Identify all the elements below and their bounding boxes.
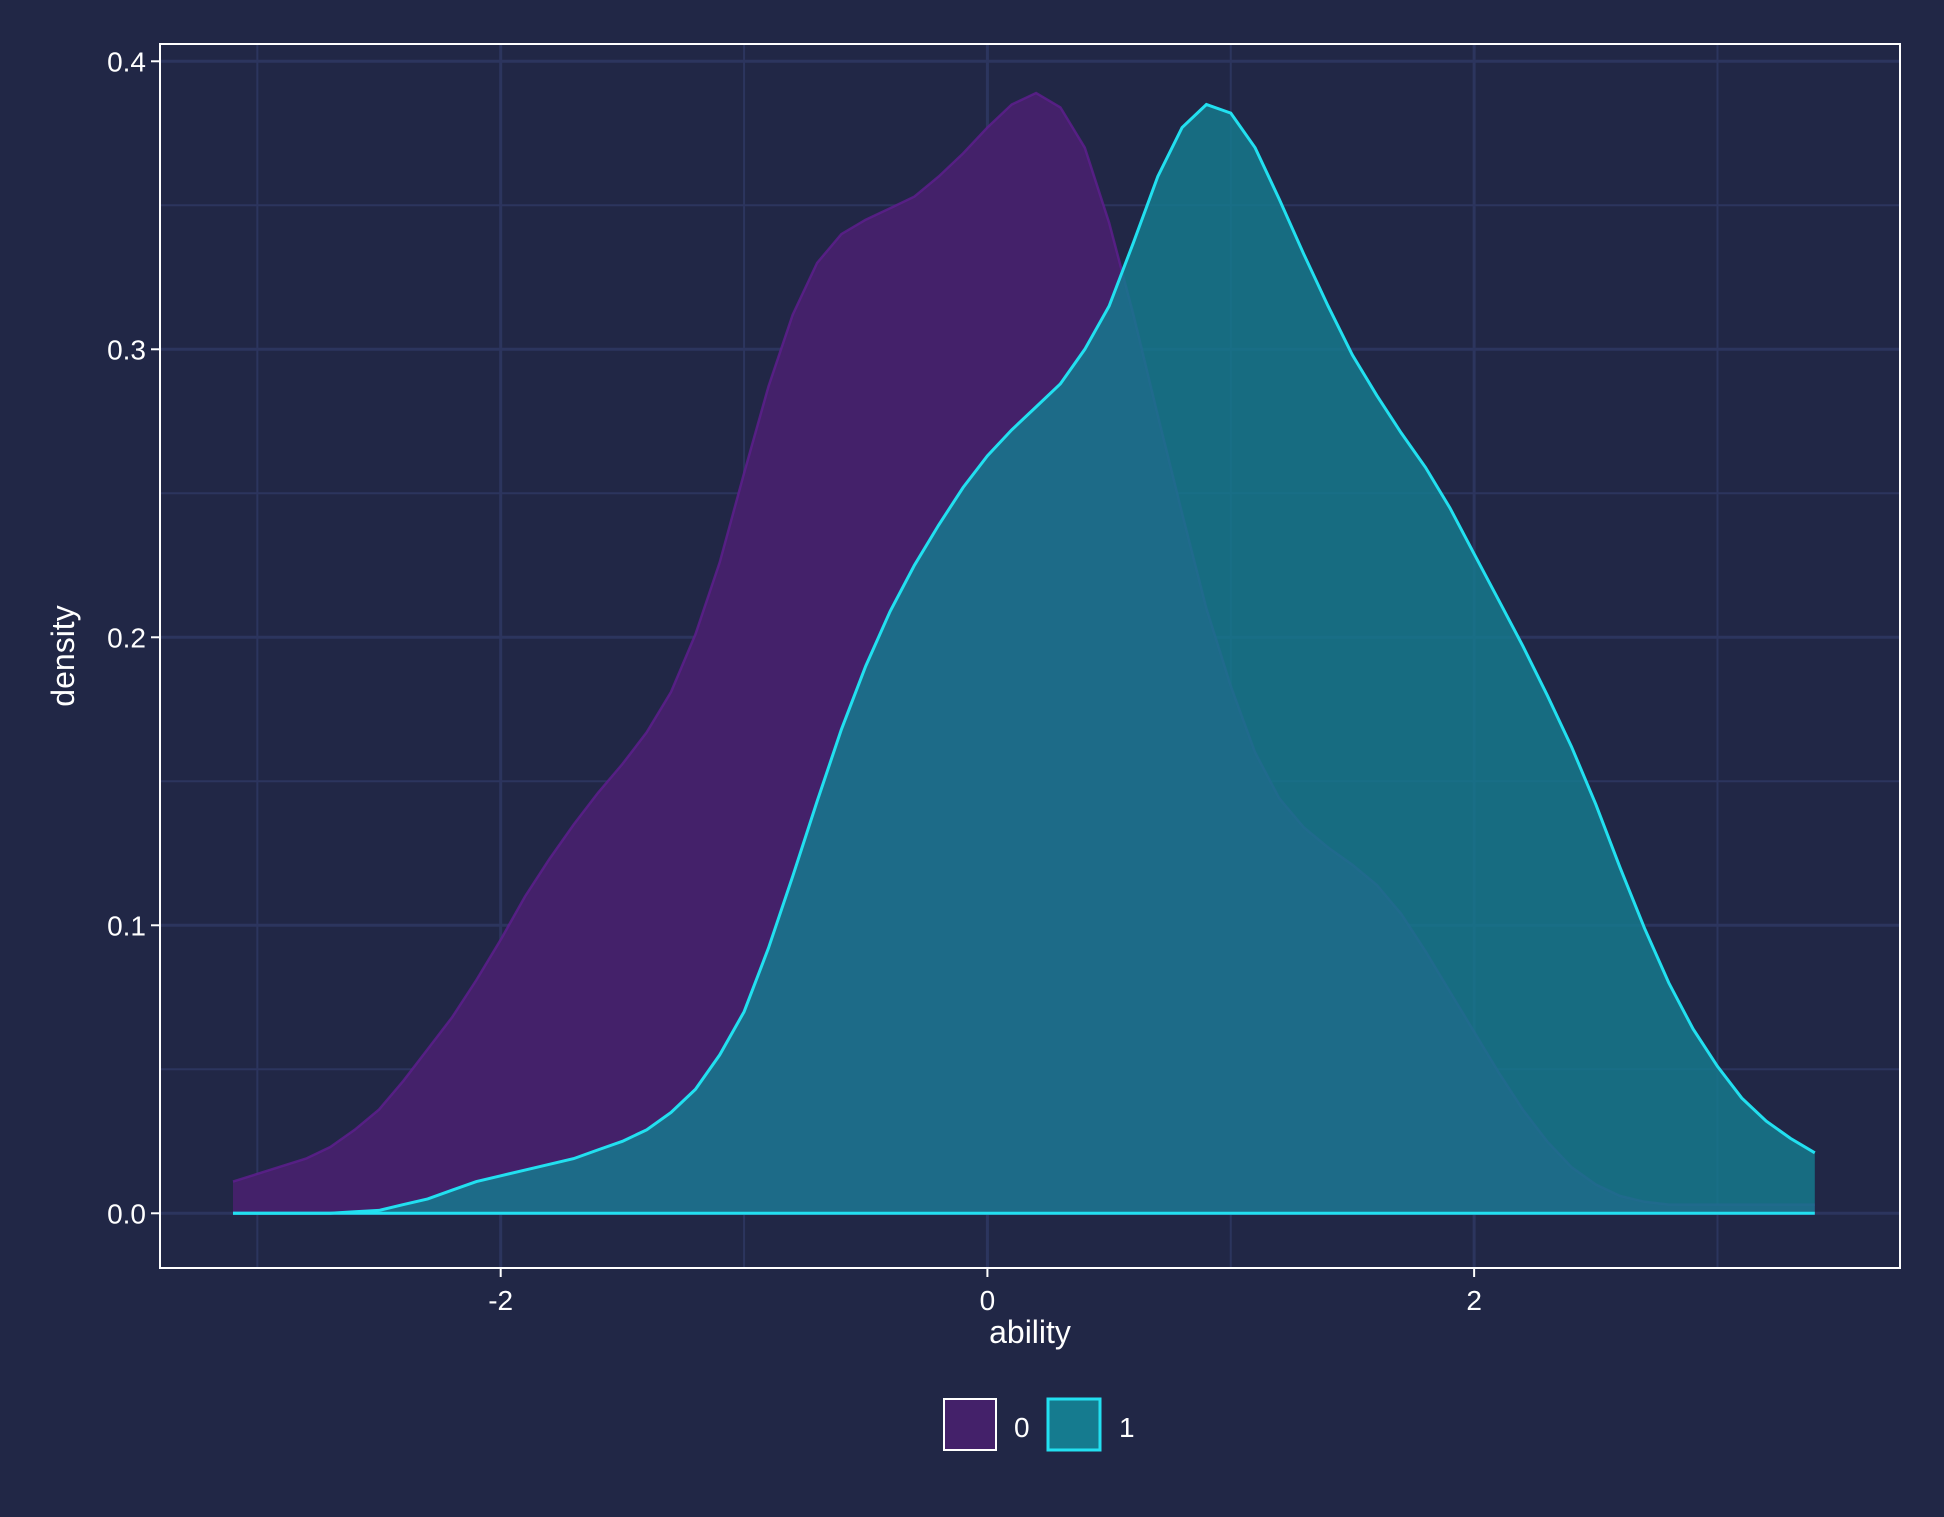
x-tick-label: 0	[980, 1285, 996, 1316]
legend-key-1	[1046, 1397, 1102, 1452]
density-line-1	[233, 102, 1816, 1215]
y-tick-label: 0.4	[107, 46, 146, 77]
x-tick-label: 2	[1466, 1285, 1482, 1316]
legend-label-1: 1	[1119, 1412, 1135, 1443]
density-area-1	[233, 104, 1815, 1214]
y-tick-label: 0.1	[107, 910, 146, 941]
y-tick-label: 0.2	[107, 622, 146, 653]
legend-label-0: 0	[1014, 1412, 1030, 1443]
x-tick-label: -2	[488, 1285, 513, 1316]
y-axis-title: density	[45, 605, 81, 706]
legend: 0 1	[943, 1397, 1135, 1452]
legend-key-0	[943, 1398, 997, 1451]
density-series	[232, 91, 1816, 1215]
y-tick-label: 0.0	[107, 1198, 146, 1229]
y-tick-label: 0.3	[107, 334, 146, 365]
axis-ticks: -2 0 2 0.0 0.1 0.2 0.3 0.4	[107, 46, 1482, 1316]
plot-panel-border	[159, 43, 1901, 1269]
x-axis-title: ability	[989, 1314, 1071, 1350]
